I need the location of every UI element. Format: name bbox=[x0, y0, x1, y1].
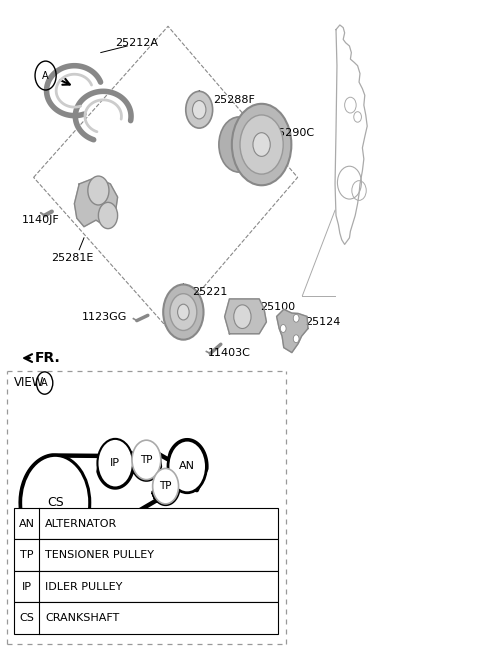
Text: AN: AN bbox=[179, 461, 195, 472]
Text: TP: TP bbox=[20, 550, 34, 560]
FancyBboxPatch shape bbox=[14, 539, 278, 571]
Text: TP: TP bbox=[159, 481, 172, 491]
Circle shape bbox=[293, 314, 299, 322]
Polygon shape bbox=[74, 177, 118, 227]
Text: A: A bbox=[42, 70, 49, 81]
Circle shape bbox=[192, 101, 206, 119]
Circle shape bbox=[88, 176, 109, 205]
Circle shape bbox=[253, 133, 270, 156]
Circle shape bbox=[132, 440, 161, 480]
FancyBboxPatch shape bbox=[14, 571, 278, 602]
Circle shape bbox=[240, 115, 283, 174]
Text: 25124: 25124 bbox=[305, 317, 340, 327]
Circle shape bbox=[219, 117, 259, 172]
Circle shape bbox=[98, 202, 118, 229]
Circle shape bbox=[163, 284, 204, 340]
Circle shape bbox=[232, 104, 291, 185]
Circle shape bbox=[293, 335, 299, 343]
Text: 25212A: 25212A bbox=[115, 37, 158, 48]
Circle shape bbox=[280, 325, 286, 332]
Text: 1140JF: 1140JF bbox=[22, 215, 60, 225]
Circle shape bbox=[186, 91, 213, 128]
Text: CRANKSHAFT: CRANKSHAFT bbox=[45, 613, 120, 623]
Circle shape bbox=[178, 304, 189, 320]
Text: TENSIONER PULLEY: TENSIONER PULLEY bbox=[45, 550, 154, 560]
Circle shape bbox=[234, 305, 251, 328]
Text: TP: TP bbox=[140, 455, 153, 465]
Text: A: A bbox=[41, 378, 48, 388]
Text: 25288F: 25288F bbox=[214, 95, 255, 105]
Polygon shape bbox=[276, 309, 308, 353]
Text: 11403C: 11403C bbox=[207, 348, 250, 358]
Polygon shape bbox=[225, 299, 266, 334]
FancyBboxPatch shape bbox=[14, 508, 278, 539]
Text: IP: IP bbox=[110, 458, 120, 468]
Text: 25281E: 25281E bbox=[51, 252, 93, 263]
Text: ALTERNATOR: ALTERNATOR bbox=[45, 518, 118, 529]
FancyBboxPatch shape bbox=[14, 602, 278, 634]
Text: CS: CS bbox=[47, 496, 63, 509]
Text: FR.: FR. bbox=[35, 351, 60, 365]
Text: CS: CS bbox=[20, 613, 34, 623]
Circle shape bbox=[153, 468, 179, 504]
Circle shape bbox=[170, 294, 197, 330]
Circle shape bbox=[97, 439, 133, 487]
Text: AN: AN bbox=[19, 518, 35, 529]
Text: 25290C: 25290C bbox=[271, 127, 314, 138]
Circle shape bbox=[21, 455, 90, 550]
Text: VIEW: VIEW bbox=[14, 376, 45, 390]
Text: IP: IP bbox=[22, 581, 32, 592]
Text: IDLER PULLEY: IDLER PULLEY bbox=[45, 581, 122, 592]
Text: 1123GG: 1123GG bbox=[82, 311, 127, 322]
Text: 25100: 25100 bbox=[260, 302, 295, 312]
Text: 25221: 25221 bbox=[192, 287, 228, 298]
Circle shape bbox=[168, 440, 206, 493]
